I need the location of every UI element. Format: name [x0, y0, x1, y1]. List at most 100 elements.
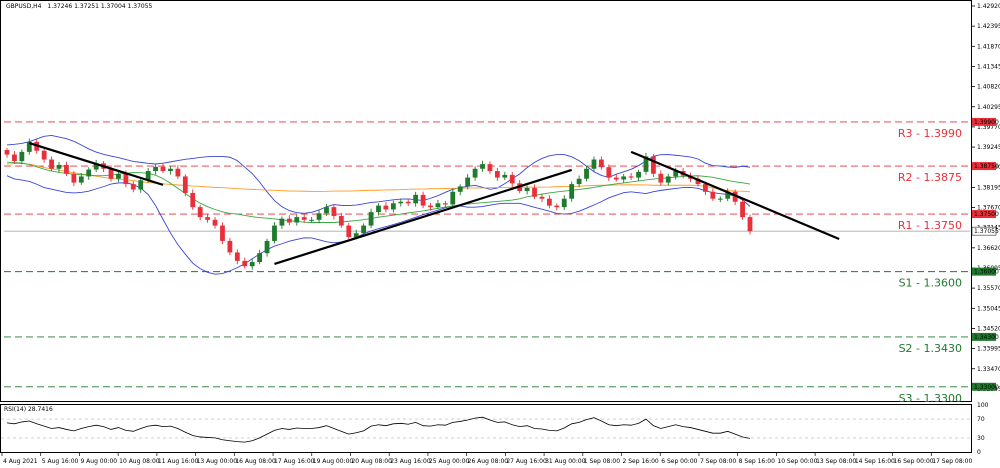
y-tick-label: 1.42920	[977, 3, 1000, 10]
level-price-tag-text: 1.34300	[974, 334, 999, 341]
candle	[428, 202, 433, 211]
candle	[472, 166, 478, 181]
candle	[264, 238, 270, 257]
trendline	[274, 168, 573, 266]
candle-body	[116, 173, 121, 179]
level-price-tag	[972, 382, 996, 391]
x-tick-label: 16 Aug 08:00	[235, 458, 276, 465]
x-tick-label: 11 Aug 16:00	[158, 458, 199, 465]
current-price-tag-text: 1.37055	[974, 228, 999, 235]
x-tick-label: 10 Aug 08:00	[119, 458, 160, 465]
candle	[665, 173, 671, 186]
candle	[717, 196, 723, 203]
candle-body	[56, 164, 62, 169]
candle-body	[442, 203, 448, 205]
candle-body	[286, 218, 292, 223]
candle	[502, 171, 508, 181]
candle	[576, 175, 582, 188]
candle	[130, 181, 136, 193]
price-pane: GBPUSD,H4 1.37246 1.37251 1.37004 1.3705…	[0, 0, 1000, 405]
candle-body	[599, 159, 604, 168]
candle-body	[465, 177, 471, 187]
candle-body	[338, 215, 344, 226]
candle	[12, 151, 17, 164]
candle	[64, 161, 69, 177]
candle-body	[41, 150, 47, 160]
rsi-pane-frame	[0, 404, 972, 453]
candle	[316, 210, 322, 224]
candle-body	[205, 217, 211, 220]
candle	[279, 216, 285, 229]
candle-body	[561, 198, 567, 208]
candle	[19, 149, 25, 165]
rsi-series: 100 70 30 0	[1, 402, 989, 456]
candle	[41, 147, 47, 163]
candle-body	[643, 156, 649, 172]
candle-body	[145, 171, 151, 181]
x-tick-label: 17 Aug 16:00	[274, 458, 315, 465]
candle-body	[651, 156, 656, 174]
candle	[636, 169, 641, 181]
candle-body	[49, 159, 54, 169]
candle	[227, 237, 233, 256]
y-tick-label: 1.39245	[977, 144, 1000, 151]
candle-body	[301, 217, 307, 220]
price-pane-frame	[0, 0, 972, 402]
current-price-tag	[971, 226, 997, 236]
candle	[413, 191, 419, 207]
candle	[272, 222, 277, 244]
candle	[257, 249, 263, 265]
candle	[138, 177, 144, 193]
x-tick-label: 4 Aug 2021	[3, 458, 38, 465]
rsi-label: RSI(14) 28.7416	[4, 406, 53, 413]
x-tick-label: 10 Sep 00:00	[777, 458, 817, 465]
candle-body	[108, 168, 114, 179]
candle	[628, 172, 634, 180]
candle	[242, 257, 248, 269]
chart-ohlc: 1.37246 1.37251 1.37004 1.37055	[47, 3, 152, 10]
x-tick-label: 1 Sep 08:00	[584, 458, 620, 465]
candle	[599, 156, 604, 170]
rsi-line	[6, 416, 751, 443]
y-tick-label: 1.37670	[977, 205, 1000, 212]
candle-body	[480, 164, 485, 169]
y-tick-label: 1.33995	[977, 346, 1000, 353]
trendline	[630, 150, 840, 241]
candle-body	[316, 213, 322, 220]
price-tags: 1.39900 1.38750 1.37500 1.36000 1.34300 1.330…	[971, 117, 999, 391]
indicator-line	[6, 161, 751, 223]
candle-body	[346, 225, 352, 238]
candle	[487, 161, 493, 174]
candle-body	[546, 198, 552, 206]
candle-body	[740, 201, 745, 218]
candle-body	[606, 167, 612, 178]
chart-symbol: GBPUSD,H4	[6, 3, 42, 10]
candle-body	[212, 219, 218, 226]
candle	[234, 249, 240, 265]
indicator-line	[6, 134, 751, 214]
x-tick-label: 8 Sep 16:00	[739, 458, 775, 465]
rsi-tick-label: 30	[977, 435, 985, 442]
level-price-tag	[972, 210, 996, 219]
candle	[361, 223, 367, 237]
candle-body	[695, 178, 701, 185]
candle-body	[472, 168, 478, 178]
level-lines: R3 - 1.3990 R2 - 1.3875 R1 - 1.3750 S1 - 1.…	[4, 121, 970, 405]
y-tick-label: 1.35045	[977, 305, 1000, 312]
candle	[190, 189, 196, 210]
candle-body	[227, 240, 233, 253]
level-price-tag	[972, 267, 996, 276]
candle	[220, 222, 225, 245]
candle	[651, 154, 656, 177]
candle-body	[576, 178, 582, 185]
candle	[383, 202, 389, 213]
candle-body	[160, 166, 166, 172]
rsi-pane: RSI(14) 28.7416 100 70 30 0	[0, 402, 989, 456]
candle-body	[524, 187, 530, 192]
candle-body	[628, 176, 634, 178]
level-label: R3 - 1.3990	[898, 127, 962, 140]
candle	[346, 223, 352, 241]
candle	[561, 195, 567, 211]
candle	[390, 200, 396, 213]
